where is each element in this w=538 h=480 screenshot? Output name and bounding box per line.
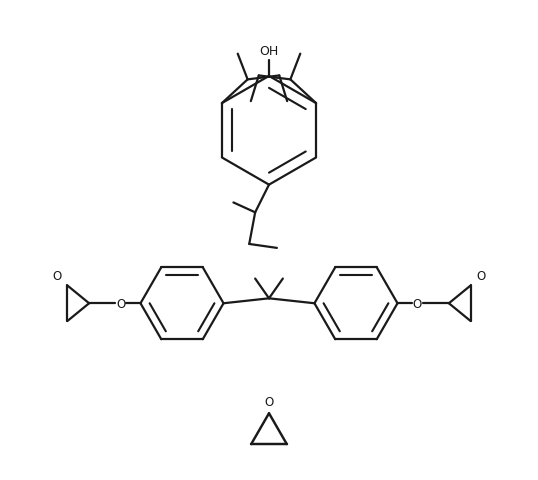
Text: OH: OH xyxy=(259,45,279,58)
Text: O: O xyxy=(116,297,125,310)
Text: O: O xyxy=(53,269,62,283)
Text: O: O xyxy=(264,395,274,408)
Text: O: O xyxy=(413,297,422,310)
Text: O: O xyxy=(476,269,485,283)
